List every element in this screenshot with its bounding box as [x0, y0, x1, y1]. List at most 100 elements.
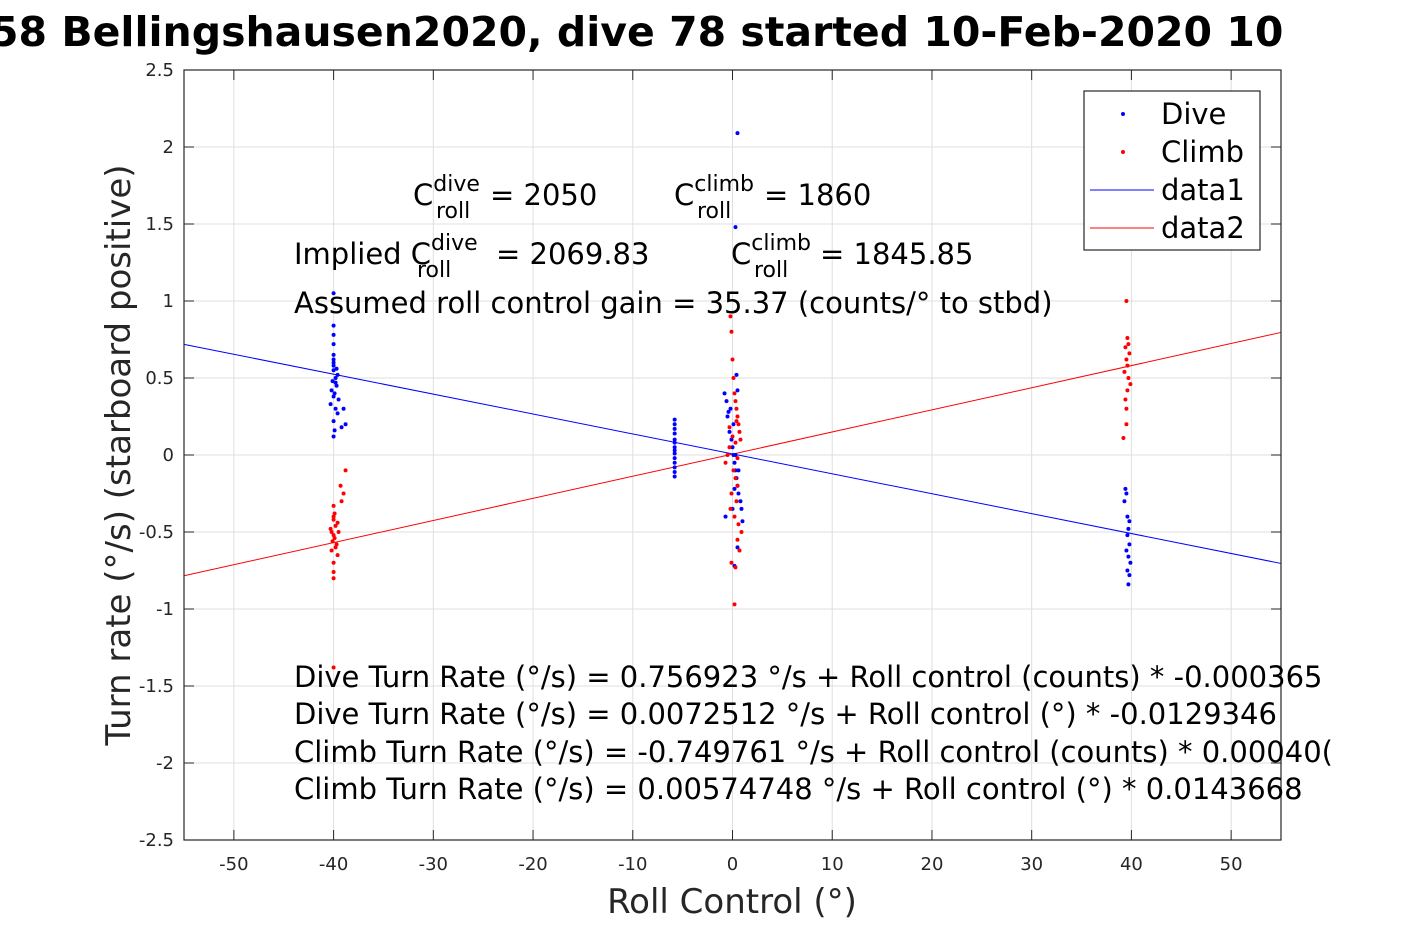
point-climb [727, 445, 732, 450]
point-climb [732, 514, 737, 519]
point-dive [1126, 582, 1131, 587]
svg-text:= 1860: = 1860 [764, 178, 871, 212]
point-dive [1122, 499, 1127, 504]
point-dive [332, 428, 337, 433]
legend-swatch-dive [1121, 112, 1125, 116]
point-climb [737, 548, 742, 553]
y-tick-label: 1.5 [145, 214, 174, 235]
point-dive [333, 406, 338, 411]
point-dive [1126, 526, 1131, 531]
point-dive [1127, 519, 1132, 524]
point-dive [328, 402, 333, 407]
point-climb [1126, 376, 1131, 380]
point-climb [331, 533, 336, 538]
legend-label-data2: data2 [1161, 211, 1245, 245]
point-dive [740, 519, 745, 524]
point-dive [333, 380, 338, 385]
svg-text:= 2069.83: = 2069.83 [496, 237, 649, 271]
point-dive [732, 460, 737, 465]
point-dive [729, 437, 734, 442]
point-climb [738, 437, 743, 442]
point-dive [331, 342, 336, 347]
annotation-eq-climb-deg: Climb Turn Rate (°/s) = 0.00574748 °/s +… [294, 772, 1303, 806]
point-dive [331, 352, 336, 357]
annotation-eq-dive-deg: Dive Turn Rate (°/s) = 0.0072512 °/s + R… [294, 697, 1277, 731]
point-dive [1128, 560, 1133, 565]
point-dive [672, 448, 677, 453]
point-climb [1122, 369, 1127, 374]
point-dive [672, 426, 677, 431]
y-tick-label: 1 [163, 291, 174, 312]
point-climb [343, 468, 348, 473]
point-climb [333, 545, 338, 550]
point-climb [335, 520, 340, 525]
svg-text:roll: roll [436, 199, 470, 224]
point-dive [331, 434, 336, 439]
point-climb [331, 503, 336, 508]
svg-text:roll: roll [697, 199, 731, 224]
point-climb [1123, 345, 1128, 350]
point-dive [332, 391, 337, 396]
point-dive [1125, 568, 1130, 573]
y-tick-label: -2.5 [139, 830, 174, 851]
x-tick-label: -30 [419, 854, 448, 875]
point-climb [339, 499, 344, 504]
point-climb [1125, 388, 1130, 393]
svg-text:Implied Cdive: Implied Cdive [294, 231, 478, 271]
point-dive [333, 376, 338, 380]
point-dive [672, 422, 677, 427]
point-dive [672, 460, 677, 465]
point-climb [729, 491, 734, 496]
legend-label-data1: data1 [1161, 173, 1245, 207]
point-dive [331, 394, 336, 399]
point-climb [336, 530, 341, 534]
annotation-implied-climb: Cclimb roll = 1845.85 [731, 231, 973, 283]
point-dive [672, 437, 677, 442]
chart-title: 58 Bellingshausen2020, dive 78 started 1… [0, 8, 1283, 56]
svg-text:Cdive: Cdive [413, 172, 480, 212]
svg-text:roll: roll [754, 258, 788, 283]
point-dive [331, 291, 336, 296]
axes-box [183, 69, 1282, 841]
point-climb [1125, 363, 1130, 368]
point-dive [1124, 491, 1129, 496]
point-climb [728, 506, 733, 511]
x-tick-label: 50 [1220, 854, 1243, 875]
point-dive [736, 468, 741, 473]
legend: Dive Climb data1 data2 [1083, 90, 1261, 251]
y-tick-label: 2 [163, 137, 174, 158]
point-climb [341, 491, 346, 496]
point-dive [735, 388, 740, 393]
point-dive [1125, 533, 1130, 538]
point-climb [731, 468, 736, 473]
annotation-c-roll-dive: Cdive roll = 2050 [413, 172, 597, 224]
point-climb [329, 548, 334, 553]
point-climb [737, 429, 742, 434]
x-tick-label: 10 [821, 854, 844, 875]
point-climb [334, 542, 339, 547]
point-dive [335, 372, 340, 377]
point-climb [331, 665, 336, 670]
point-climb [732, 602, 737, 607]
point-climb [736, 522, 741, 527]
point-dive [733, 453, 738, 457]
legend-label-dive: Dive [1161, 97, 1226, 131]
point-dive [733, 225, 738, 230]
x-tick-label: 0 [727, 854, 738, 875]
point-dive [343, 422, 348, 427]
point-dive [339, 425, 344, 430]
point-climb [730, 434, 735, 439]
point-dive [672, 440, 677, 445]
data-points [328, 131, 1133, 670]
annotation-gain: Assumed roll control gain = 35.37 (count… [294, 286, 1053, 320]
point-dive [735, 545, 740, 550]
y-tick-label: -0.5 [139, 522, 174, 543]
point-dive [329, 388, 334, 393]
point-climb [331, 570, 336, 575]
y-tick-label: 2.5 [145, 60, 174, 81]
annotation-eq-climb-counts: Climb Turn Rate (°/s) = -0.749761 °/s + … [294, 735, 1333, 769]
point-climb [725, 453, 730, 457]
point-dive [1127, 542, 1132, 547]
x-tick-label: 30 [1020, 854, 1043, 875]
